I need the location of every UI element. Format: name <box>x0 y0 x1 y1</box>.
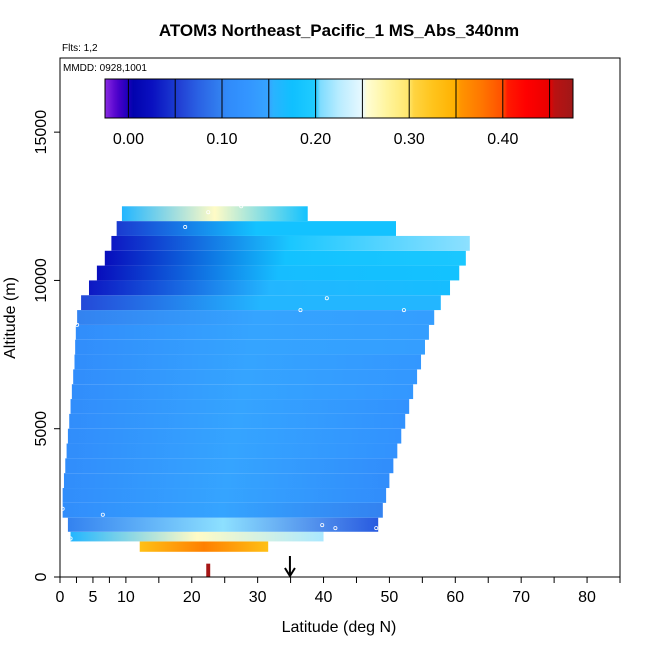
sample-point <box>68 536 73 541</box>
x-tick-label: 70 <box>512 589 530 606</box>
sample-point <box>75 322 80 327</box>
sample-point <box>60 506 65 511</box>
x-tick-label: 5 <box>88 589 97 606</box>
y-tick-label: 5000 <box>33 411 50 447</box>
sample-point <box>239 204 244 209</box>
latitude-arrow <box>284 556 296 578</box>
colorbar-label: 0.00 <box>113 131 144 148</box>
heatmap-row <box>71 384 414 400</box>
x-axis: 0 5 10 20 30 40 50 60 70 80 <box>56 577 621 606</box>
chart-title: ATOM3 Northeast_Pacific_1 MS_Abs_340nm <box>159 21 519 40</box>
heatmap-row <box>62 502 383 518</box>
x-tick-label: 40 <box>315 589 333 606</box>
dates-label: MMDD: 0928,1001 <box>63 63 147 74</box>
heatmap-row <box>139 541 269 552</box>
colorbar-label: 0.10 <box>206 131 237 148</box>
heatmap-row <box>77 310 435 325</box>
sample-point <box>183 225 188 230</box>
heatmap-row <box>96 265 460 281</box>
heatmap-row <box>88 280 451 296</box>
plot-frame <box>59 57 621 578</box>
heatmap-row <box>74 354 422 370</box>
flights-label: Flts: 1,2 <box>62 43 98 54</box>
heatmap-row <box>81 295 441 311</box>
heatmap-row <box>75 324 429 340</box>
heatmap-row <box>121 206 308 222</box>
heatmap-row <box>116 221 397 236</box>
colorbar: 0.00 0.10 0.20 0.30 0.40 <box>104 78 574 148</box>
surface-strip-cell <box>206 563 211 577</box>
heatmap-row <box>66 443 398 459</box>
y-axis-label: Altitude (m) <box>2 277 19 359</box>
surface-strip <box>206 563 211 577</box>
y-tick-label: 15000 <box>33 110 50 155</box>
x-tick-label: 50 <box>381 589 399 606</box>
x-tick-label: 20 <box>183 589 201 606</box>
x-tick-label: 30 <box>249 589 267 606</box>
heatmap-cells <box>62 206 470 552</box>
x-tick-label: 60 <box>446 589 464 606</box>
heatmap-row <box>67 517 379 532</box>
heatmap-row <box>69 413 406 429</box>
sample-point <box>232 189 237 194</box>
y-axis: 0 5000 10000 15000 <box>33 110 60 581</box>
sample-point <box>100 512 105 517</box>
sample-point <box>206 210 211 215</box>
heatmap-row <box>73 369 418 385</box>
colorbar-label: 0.40 <box>487 131 518 148</box>
heatmap-row <box>63 473 390 489</box>
y-tick-label: 10000 <box>33 258 50 303</box>
colorbar-gradient <box>104 78 574 119</box>
colorbar-label: 0.30 <box>394 131 425 148</box>
heatmap-row <box>67 428 402 444</box>
x-tick-label: 0 <box>56 589 65 606</box>
heatmap-row <box>62 488 387 503</box>
heatmap-row <box>70 399 410 414</box>
heatmap-row <box>70 531 324 542</box>
sample-point <box>333 526 338 531</box>
x-axis-label: Latitude (deg N) <box>282 619 397 636</box>
heatmap-row <box>111 235 470 251</box>
heatmap-row <box>65 458 394 474</box>
sample-point <box>324 296 329 301</box>
sample-point <box>320 523 325 528</box>
y-tick-label: 0 <box>33 572 50 581</box>
heatmap-row <box>75 339 425 355</box>
colorbar-label: 0.20 <box>300 131 331 148</box>
arrow-head <box>284 567 296 578</box>
x-tick-label: 10 <box>117 589 135 606</box>
sample-point <box>401 308 406 313</box>
sample-point <box>298 308 303 313</box>
sample-point <box>374 526 379 531</box>
x-tick-label: 80 <box>578 589 596 606</box>
heatmap-row <box>104 250 466 266</box>
